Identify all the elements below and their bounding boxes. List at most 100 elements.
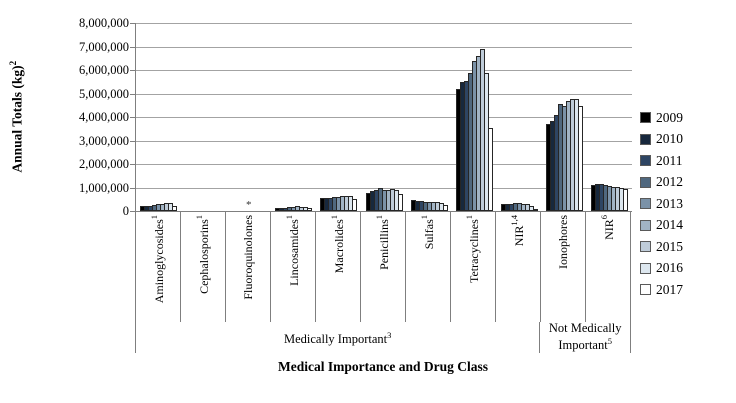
category-cell: Penicillins1 (361, 211, 406, 322)
category-cell: Ionophores (541, 211, 586, 322)
gridline (136, 187, 632, 189)
legend-label: 2009 (656, 109, 683, 125)
category-group-axis: Medically Important3 Not Medically Import… (135, 322, 631, 353)
legend-label: 2012 (656, 174, 683, 190)
category-label: Ionophores (555, 215, 570, 269)
category-column (316, 23, 361, 211)
group-label: Medically Important3 (284, 329, 392, 347)
category-cell: Macrolides1 (316, 211, 361, 322)
category-label-superscript: 1 (194, 215, 204, 220)
bar (532, 209, 538, 211)
legend-swatch (640, 284, 651, 296)
legend-label: 2017 (656, 281, 683, 297)
group-cell: Not Medically Important5 (540, 322, 631, 353)
category-label: Macrolides1 (329, 215, 346, 274)
bar-columns: * (136, 23, 632, 211)
category-cell: Sulfas1 (406, 211, 451, 322)
category-label: Lincosamides1 (284, 215, 301, 286)
category-label-superscript: 1 (329, 215, 339, 220)
ytick-label: 4,000,000 (79, 110, 129, 124)
legend-swatch (640, 262, 651, 274)
y-axis-tick-mark (130, 187, 135, 189)
legend-item: 2016 (640, 258, 683, 280)
legend-label: 2010 (656, 131, 683, 147)
category-label: Cephalosporins1 (194, 215, 211, 294)
legend-item: 2009 (640, 107, 683, 129)
category-cell: Cephalosporins1 (181, 211, 226, 322)
ytick-label: 1,000,000 (79, 180, 129, 195)
ytick-label: 7,000,000 (79, 39, 129, 54)
legend-item: 2017 (640, 279, 683, 301)
legend-item: 2013 (640, 193, 683, 215)
category-label-superscript: 1 (464, 215, 474, 220)
y-axis-tick-mark (130, 164, 135, 165)
legend-item: 2010 (640, 129, 683, 151)
category-column: * (226, 23, 271, 211)
category-cell: Tetracyclines1 (451, 211, 496, 322)
category-label: Fluoroquinolones (240, 215, 255, 300)
legend-item: 2012 (640, 172, 683, 194)
legend-item: 2011 (640, 150, 683, 172)
ytick-label: 2,000,000 (79, 157, 129, 171)
category-column (452, 23, 497, 211)
ytick-label: 6,000,000 (79, 63, 129, 77)
category-label: Tetracyclines1 (464, 215, 481, 284)
ytick-label: 8,000,000 (79, 16, 129, 30)
y-axis-tick-mark (130, 211, 135, 212)
legend-label: 2014 (656, 217, 683, 233)
category-column (136, 23, 181, 211)
bar (442, 204, 448, 211)
gridline (136, 140, 632, 142)
category-cell: NIR1,4 (496, 211, 541, 322)
category-label-superscript: 1 (149, 215, 159, 220)
category-column (542, 23, 587, 211)
category-column (181, 23, 226, 211)
y-axis-tick-labels: 8,000,000 7,000,000 6,000,000 5,000,000 4,00… (0, 0, 129, 230)
ytick-label: 3,000,000 (79, 133, 129, 148)
category-axis: Aminoglycosides1 Cephalosporins1 Fluoroqui… (135, 211, 631, 322)
legend-swatch (640, 219, 651, 231)
bar (487, 127, 493, 211)
bar (397, 193, 403, 211)
legend-swatch (640, 133, 651, 145)
gridline (136, 117, 632, 118)
category-column (407, 23, 452, 211)
category-label: Penicillins1 (374, 215, 391, 270)
legend: 2009 2010 2011 2012 2013 2014 2015 2016 2017 (640, 107, 683, 301)
category-column (587, 23, 632, 211)
bar (172, 205, 178, 211)
legend-item: 2014 (640, 215, 683, 237)
legend-label: 2015 (656, 238, 683, 254)
plot-area: * (135, 23, 632, 212)
category-label-superscript: 1,4 (509, 215, 519, 226)
legend-swatch (640, 155, 651, 167)
category-label-superscript: 1 (419, 215, 429, 220)
group-cell: Medically Important3 (135, 322, 541, 353)
legend-swatch (640, 241, 651, 253)
annotation-asterisk: * (245, 199, 252, 211)
bar (352, 199, 358, 211)
ytick-label: 0 (122, 204, 129, 218)
category-label-superscript: 1 (374, 215, 384, 220)
y-axis-tick-mark (130, 117, 135, 118)
gridline (136, 93, 632, 95)
y-axis-tick-mark (130, 23, 135, 24)
category-cell: NIR6 (586, 211, 631, 322)
legend-label: 2013 (656, 195, 683, 211)
ytick-label: 5,000,000 (79, 86, 129, 101)
group-label: Not Medically Important5 (548, 321, 622, 353)
y-axis-tick-mark (130, 70, 135, 71)
bar (307, 208, 313, 211)
category-label-superscript: 1 (284, 215, 294, 220)
gridline (136, 70, 632, 71)
category-label-superscript: 6 (599, 215, 609, 220)
category-column (271, 23, 316, 211)
group-label-superscript: 3 (387, 329, 392, 340)
category-label: NIR1,4 (509, 215, 526, 247)
gridline (136, 164, 632, 165)
category-column (497, 23, 542, 211)
group-label-superscript: 5 (607, 336, 612, 347)
bar (577, 106, 583, 211)
category-cell: Aminoglycosides1 (135, 211, 181, 322)
